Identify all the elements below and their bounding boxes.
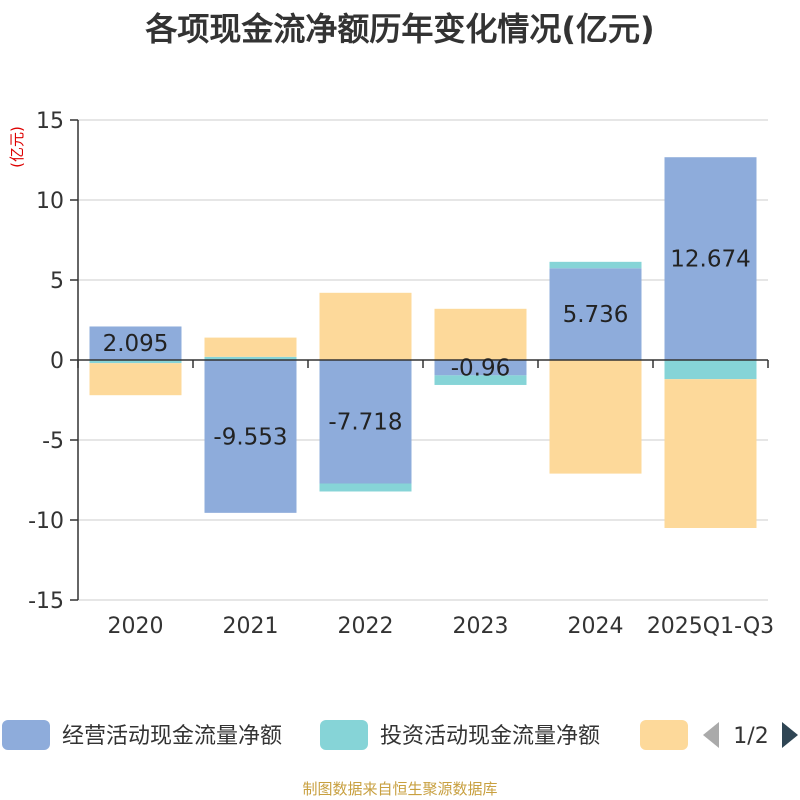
bar-investing[interactable] [664, 360, 757, 380]
x-tick-label: 2025Q1-Q3 [647, 614, 774, 639]
bar-operating[interactable] [204, 360, 297, 513]
bar-investing[interactable] [434, 375, 527, 385]
bar-financing[interactable] [319, 292, 412, 360]
x-tick-label: 2021 [223, 614, 279, 639]
y-tick-label: 0 [50, 349, 64, 374]
x-tick-label: 2020 [108, 614, 164, 639]
data-label: -0.96 [451, 356, 511, 382]
y-tick-label: -5 [42, 429, 64, 454]
y-tick-label: 5 [50, 269, 64, 294]
bar-financing[interactable] [204, 337, 297, 357]
bar-operating[interactable] [434, 360, 527, 376]
data-label: 5.736 [563, 302, 629, 328]
x-tick-label: 2023 [453, 614, 509, 639]
legend-swatch[interactable] [2, 720, 50, 750]
x-tick-label: 2022 [338, 614, 394, 639]
axes: 15 10 5 0 -5 -10 -15 2020 2021 2022 2023 2024 2025Q1… [28, 109, 774, 639]
legend-label[interactable]: 经营活动现金流量净额 [62, 724, 282, 749]
legend-swatch[interactable] [640, 720, 688, 750]
y-tick-label: 10 [36, 189, 64, 214]
legend-page-indicator: 1/2 [733, 724, 768, 749]
x-tick-label: 2024 [568, 614, 624, 639]
bar-operating[interactable] [664, 157, 757, 360]
labels: 2.095 -9.553 -7.718 -0.96 5.736 12.674 [103, 247, 751, 451]
bar-financing[interactable] [549, 360, 642, 474]
legend-next-page-icon[interactable] [782, 722, 798, 748]
legend-label[interactable]: 投资活动现金流量净额 [380, 724, 600, 749]
bar-financing[interactable] [434, 308, 527, 360]
y-axis-unit-label: (亿元) [8, 126, 26, 168]
bar-financing[interactable] [89, 363, 182, 396]
y-tick-label: 15 [36, 109, 64, 134]
data-label: -7.718 [328, 410, 402, 436]
bar-operating[interactable] [89, 326, 182, 360]
bar-investing[interactable] [549, 261, 642, 269]
data-label: -9.553 [213, 424, 287, 450]
bar-investing[interactable] [319, 483, 412, 492]
data-label: 12.674 [670, 247, 750, 273]
chart-title: 各项现金流净额历年变化情况(亿元) [145, 10, 655, 48]
bars [89, 157, 757, 528]
legend: 经营活动现金流量净额 投资活动现金流量净额 1/2 [2, 720, 798, 750]
source-note: 制图数据来自恒生聚源数据库 [302, 780, 498, 798]
data-label: 2.095 [103, 331, 169, 357]
y-tick-label: -15 [28, 589, 64, 614]
legend-swatch[interactable] [320, 720, 368, 750]
legend-prev-page-icon[interactable] [703, 722, 719, 748]
bar-investing[interactable] [89, 360, 182, 364]
y-tick-label: -10 [28, 509, 64, 534]
bar-operating[interactable] [549, 268, 642, 360]
bar-financing[interactable] [664, 379, 757, 528]
bar-operating[interactable] [319, 360, 412, 484]
bar-investing[interactable] [204, 356, 297, 360]
